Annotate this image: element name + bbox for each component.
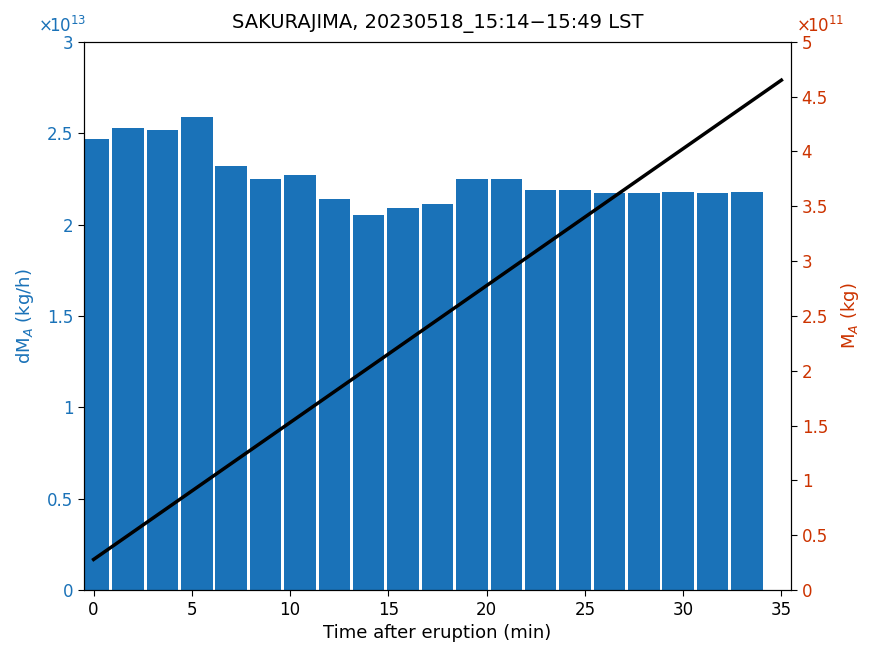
X-axis label: Time after eruption (min): Time after eruption (min) xyxy=(324,624,551,642)
Bar xyxy=(422,205,453,590)
Bar xyxy=(353,215,384,590)
Bar xyxy=(559,190,591,590)
Text: $\times\!10^{13}$: $\times\!10^{13}$ xyxy=(38,16,87,36)
Bar xyxy=(215,166,247,590)
Bar xyxy=(147,129,178,590)
Bar xyxy=(594,194,625,590)
Bar xyxy=(250,179,281,590)
Y-axis label: M$_A$ (kg): M$_A$ (kg) xyxy=(839,283,861,350)
Bar xyxy=(181,117,213,590)
Y-axis label: dM$_A$ (kg/h): dM$_A$ (kg/h) xyxy=(14,268,36,364)
Bar xyxy=(525,190,556,590)
Text: $\times\!10^{11}$: $\times\!10^{11}$ xyxy=(796,16,844,36)
Bar xyxy=(628,194,660,590)
Bar xyxy=(696,194,728,590)
Bar xyxy=(284,175,316,590)
Bar xyxy=(388,208,419,590)
Bar xyxy=(318,199,350,590)
Bar xyxy=(112,128,144,590)
Title: SAKURAJIMA, 20230518_15:14−15:49 LST: SAKURAJIMA, 20230518_15:14−15:49 LST xyxy=(232,14,643,33)
Bar xyxy=(491,179,522,590)
Bar xyxy=(732,192,763,590)
Bar xyxy=(662,192,694,590)
Bar xyxy=(456,179,487,590)
Bar xyxy=(78,138,109,590)
